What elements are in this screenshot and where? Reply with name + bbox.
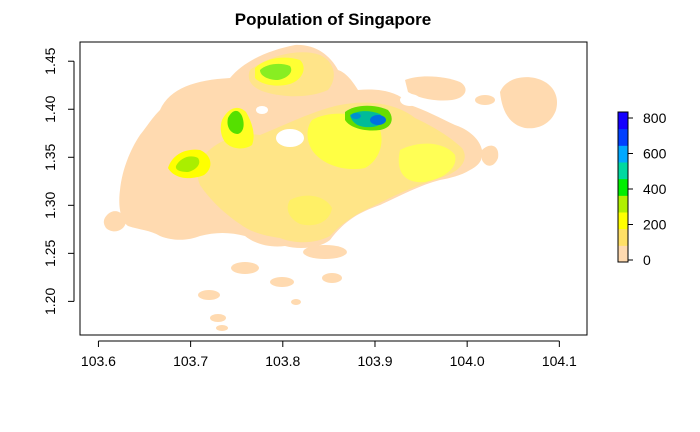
- population-map: [103, 44, 558, 331]
- y-tick-label: 1.25: [42, 240, 58, 267]
- hotspot-east: [398, 143, 456, 183]
- x-tick-label: 104.0: [450, 353, 485, 369]
- color-legend: 0 200 400 600 800: [617, 110, 667, 268]
- y-tick-label: 1.20: [42, 288, 58, 315]
- legend-color-segment: [618, 178, 628, 196]
- reservoir-central: [276, 129, 304, 147]
- legend-tick-label: 0: [643, 252, 651, 268]
- legend-tick-label: 400: [643, 181, 667, 197]
- legend-tick-label: 600: [643, 146, 667, 162]
- legend-color-segment: [618, 228, 628, 246]
- south-islet-7: [291, 299, 301, 305]
- legend-color-segment: [618, 162, 628, 180]
- sentosa: [303, 245, 347, 259]
- legend-color-segment: [618, 245, 628, 263]
- legend-color-segment: [618, 112, 628, 130]
- islet-1: [475, 95, 495, 105]
- reservoir-2: [400, 94, 420, 106]
- legend-color-segment: [618, 128, 628, 146]
- south-islet-6: [216, 325, 228, 331]
- south-islet-1: [231, 262, 259, 274]
- legend-tick-label: 800: [643, 110, 667, 126]
- south-islet-2: [270, 277, 294, 287]
- pulau-ubin: [405, 76, 466, 101]
- west-island: [103, 211, 126, 232]
- legend-color-segment: [618, 195, 628, 213]
- x-axis: 103.6 103.7 103.8 103.9 104.0 104.1: [81, 340, 577, 369]
- chart-title: Population of Singapore: [234, 10, 432, 29]
- legend-frame: [617, 111, 629, 263]
- pulau-tekong: [500, 77, 558, 129]
- populated-region: [197, 102, 465, 243]
- south-islet-5: [210, 314, 226, 322]
- hotspot-woodlands-core: [260, 63, 292, 80]
- x-tick-label: 103.8: [265, 353, 300, 369]
- hotspot-jurong-core: [175, 156, 200, 172]
- y-tick-label: 1.30: [42, 191, 58, 218]
- x-tick-label: 103.6: [81, 353, 116, 369]
- south-islet-4: [198, 290, 220, 300]
- west-island-2: [168, 212, 192, 229]
- hotspot-sengkang-peak: [370, 115, 386, 125]
- y-tick-label: 1.40: [42, 95, 58, 122]
- south-islet-3: [322, 273, 342, 283]
- legend-tick-label: 200: [643, 217, 667, 233]
- islet-changi: [482, 145, 499, 166]
- legend-color-segment: [618, 145, 628, 163]
- x-tick-label: 103.9: [357, 353, 392, 369]
- hotspot-southwest: [287, 195, 332, 226]
- hotspot-punggol-peak: [351, 113, 361, 119]
- y-axis: 1.20 1.25 1.30 1.35 1.40 1.45: [42, 47, 75, 315]
- y-tick-label: 1.45: [42, 47, 58, 74]
- x-tick-label: 103.7: [173, 353, 208, 369]
- plot-frame: [79, 41, 588, 336]
- hotspot-cck-core: [227, 110, 244, 134]
- y-tick-label: 1.35: [42, 143, 58, 170]
- x-tick-label: 104.1: [542, 353, 577, 369]
- reservoir-3: [256, 106, 268, 114]
- legend-color-segment: [618, 212, 628, 230]
